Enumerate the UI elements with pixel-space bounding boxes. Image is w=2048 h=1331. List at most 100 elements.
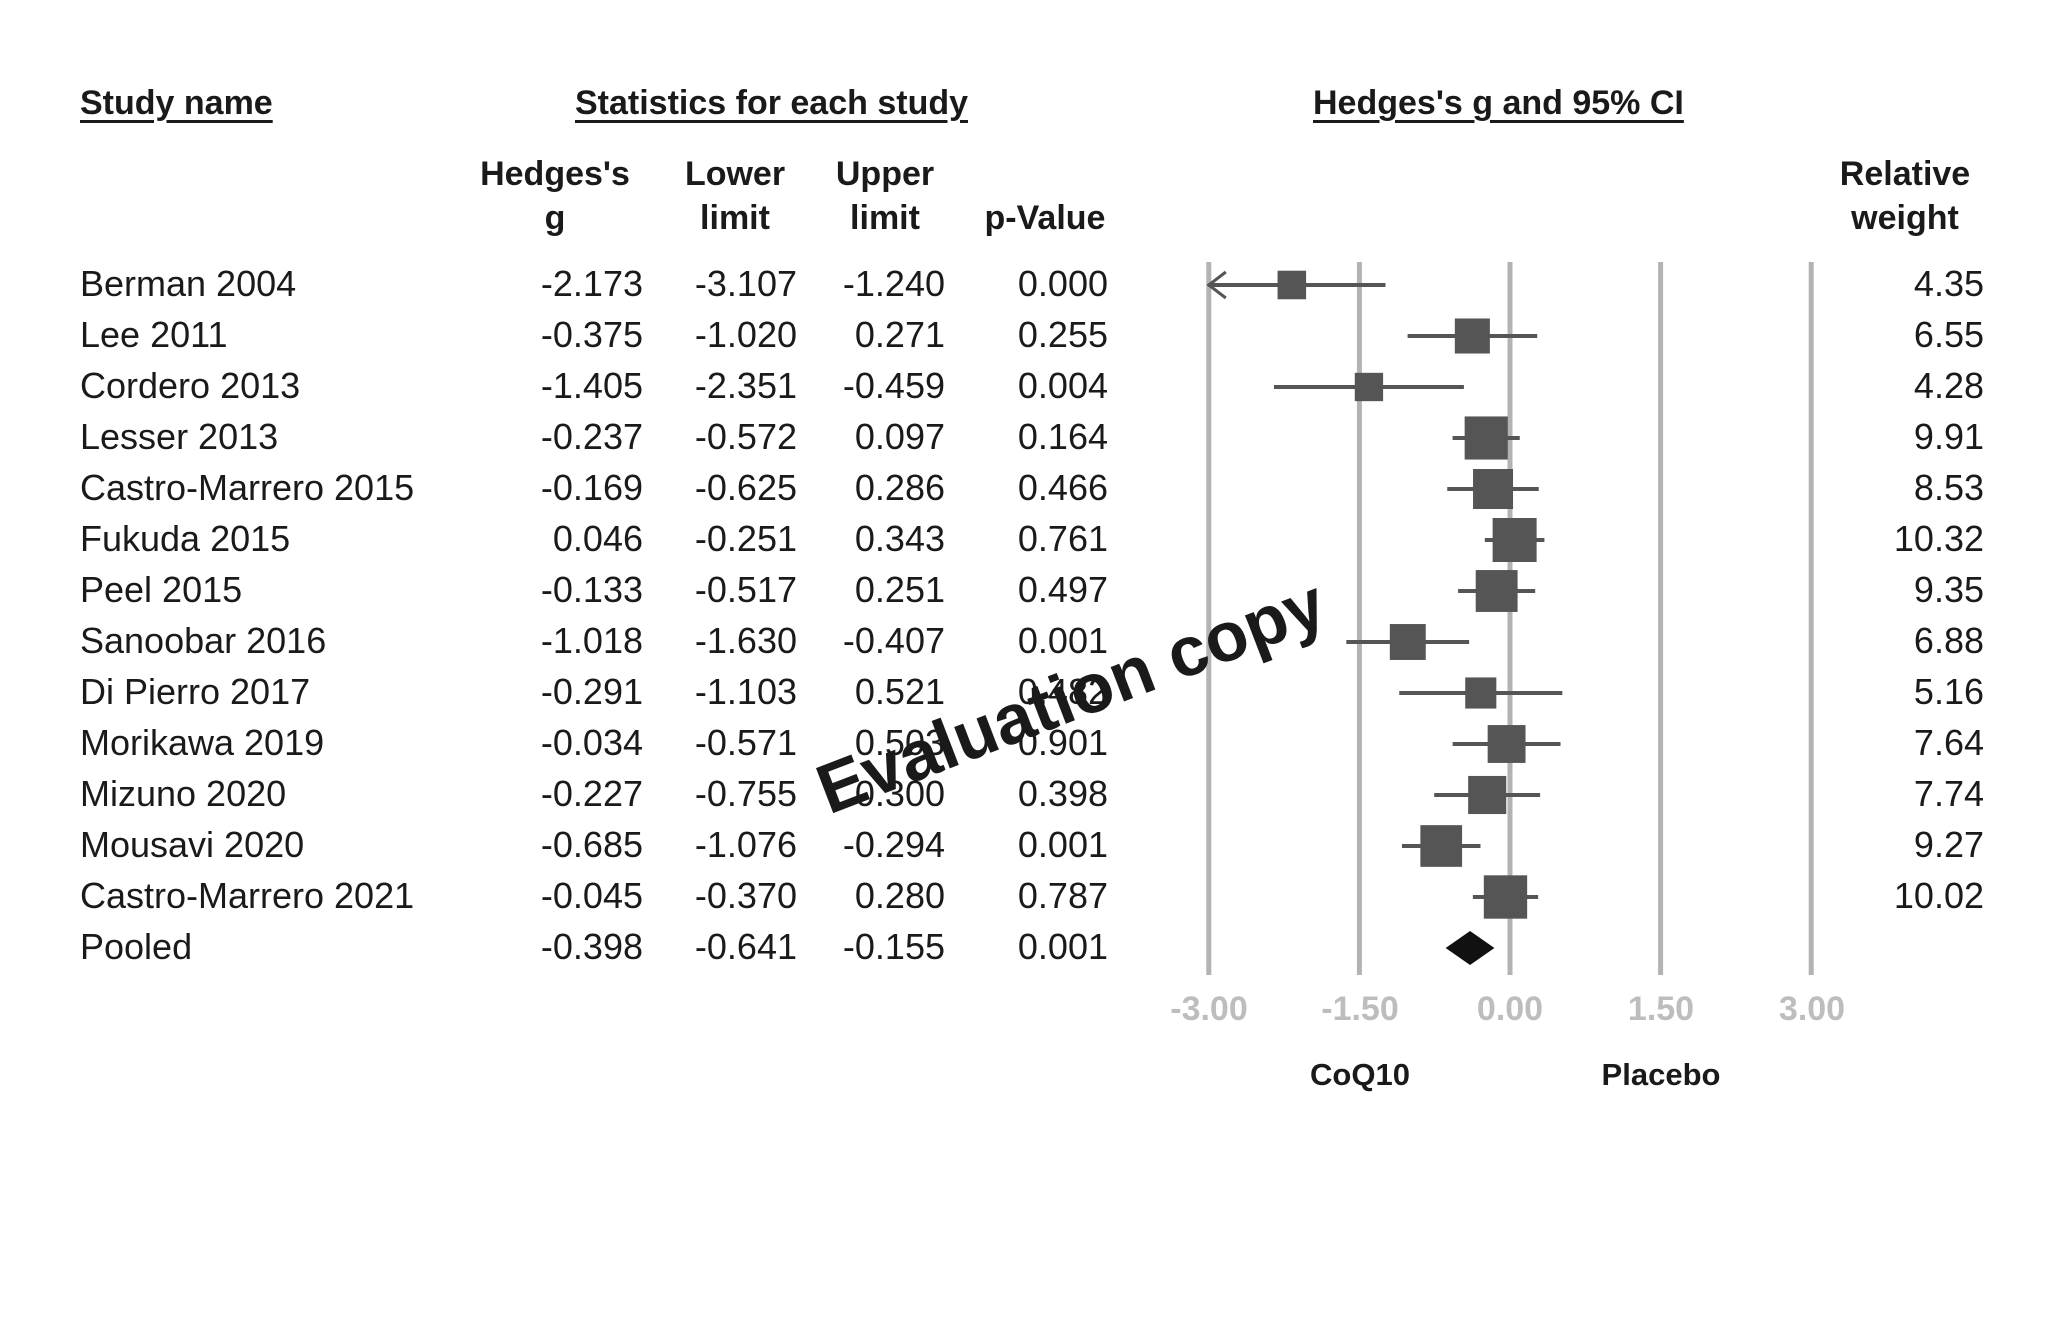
hedges-g-value: -0.685 <box>540 824 643 866</box>
upper-limit-value: 0.286 <box>854 467 945 509</box>
ci-arrow <box>1206 270 1227 300</box>
lower-limit-value: -1.020 <box>694 314 797 356</box>
effect-square <box>1354 372 1384 402</box>
hedges-g-value: -0.034 <box>540 722 643 764</box>
upper-limit-value: 0.343 <box>854 518 945 560</box>
study-name: Berman 2004 <box>80 263 297 305</box>
relative-weight-value: 9.35 <box>1913 569 1984 611</box>
lower-limit-header-line1: Lower <box>684 155 786 193</box>
p-value: 0.001 <box>1017 620 1108 662</box>
upper-limit-value: -0.155 <box>842 926 945 968</box>
upper-limit-value: 0.280 <box>854 875 945 917</box>
hedges-g-value: -0.375 <box>540 314 643 356</box>
p-value: 0.001 <box>1017 824 1108 866</box>
lower-limit-value: -0.755 <box>694 773 797 815</box>
hedges-g-header-line1: Hedges's <box>480 155 630 193</box>
relative-weight-value: 4.35 <box>1913 263 1984 305</box>
upper-limit-header-line2: limit <box>850 199 920 237</box>
study-name: Mousavi 2020 <box>80 824 305 866</box>
upper-limit-value: 0.503 <box>854 722 945 764</box>
study-name: Lesser 2013 <box>80 416 279 458</box>
p-value: 0.255 <box>1017 314 1108 356</box>
lower-limit-value: -0.641 <box>694 926 797 968</box>
favors-coq10-label: CoQ10 <box>1310 1057 1410 1092</box>
study-name-header: Study name <box>80 84 273 122</box>
hedges-g-value: -1.018 <box>540 620 643 662</box>
lower-limit-value: -3.107 <box>694 263 797 305</box>
lower-limit-value: -1.103 <box>694 671 797 713</box>
effect-square <box>1473 468 1514 510</box>
lower-limit-value: -1.630 <box>694 620 797 662</box>
relative-weight-value: 9.27 <box>1913 824 1984 866</box>
study-name: Peel 2015 <box>80 569 243 611</box>
hedges-g-header: Hedges's g <box>455 152 655 240</box>
relative-weight-value: 10.02 <box>1893 875 1984 917</box>
relative-weight-value: 6.88 <box>1913 620 1984 662</box>
x-tick-label: -3.00 <box>1170 990 1248 1028</box>
relative-weight-value: 5.16 <box>1913 671 1984 713</box>
lower-limit-value: -0.572 <box>694 416 797 458</box>
study-name: Fukuda 2015 <box>80 518 291 560</box>
relative-weight-value: 7.64 <box>1913 722 1984 764</box>
relative-weight-value: 7.74 <box>1913 773 1984 815</box>
hedges-g-value: -0.133 <box>540 569 643 611</box>
lower-limit-value: -0.571 <box>694 722 797 764</box>
effect-square <box>1483 875 1528 919</box>
x-tick-label: 3.00 <box>1778 990 1846 1028</box>
p-value: 0.000 <box>1017 263 1108 305</box>
effect-square <box>1277 270 1307 300</box>
study-name: Lee 2011 <box>80 314 228 356</box>
hedges-g-value: 0.046 <box>552 518 643 560</box>
effect-square <box>1468 775 1507 815</box>
p-value: 0.001 <box>1017 926 1108 968</box>
effect-square <box>1492 518 1537 562</box>
p-value: 0.901 <box>1017 722 1108 764</box>
hedges-g-value: -0.237 <box>540 416 643 458</box>
effect-square <box>1465 677 1497 709</box>
study-name: Pooled <box>80 926 193 968</box>
effect-square <box>1389 624 1426 660</box>
relative-weight-value: 9.91 <box>1913 416 1984 458</box>
lower-limit-value: -0.251 <box>694 518 797 560</box>
p-value-header: p-Value <box>984 199 1106 237</box>
hedges-g-value: -0.045 <box>540 875 643 917</box>
p-value: 0.787 <box>1017 875 1108 917</box>
lower-limit-header: Lower limit <box>650 152 820 240</box>
effect-square <box>1454 318 1490 354</box>
effect-square <box>1420 825 1463 867</box>
upper-limit-value: 0.521 <box>854 671 945 713</box>
study-name: Cordero 2013 <box>80 365 301 407</box>
favors-placebo-label: Placebo <box>1601 1057 1721 1092</box>
p-value: 0.004 <box>1017 365 1108 407</box>
relative-weight-value: 10.32 <box>1893 518 1984 560</box>
upper-limit-value: 0.271 <box>854 314 945 356</box>
hedges-g-value: -2.173 <box>540 263 643 305</box>
upper-limit-value: 0.300 <box>854 773 945 815</box>
upper-limit-header-line1: Upper <box>835 155 935 193</box>
effect-square <box>1464 416 1508 460</box>
lower-limit-header-line2: limit <box>700 199 770 237</box>
hedges-g-value: -0.398 <box>540 926 643 968</box>
p-value: 0.466 <box>1017 467 1108 509</box>
p-value: 0.482 <box>1017 671 1108 713</box>
relative-weight-header-line1: Relative <box>1839 155 1971 193</box>
lower-limit-value: -1.076 <box>694 824 797 866</box>
upper-limit-header: Upper limit <box>800 152 970 240</box>
effect-square <box>1487 725 1526 763</box>
pooled-diamond <box>1445 931 1495 965</box>
p-value: 0.497 <box>1017 569 1108 611</box>
relative-weight-header-line2: weight <box>1851 199 1959 237</box>
x-tick-label: 1.50 <box>1627 990 1695 1028</box>
p-value: 0.761 <box>1017 518 1108 560</box>
upper-limit-value: -0.407 <box>842 620 945 662</box>
relative-weight-header: Relative weight <box>1805 152 2005 240</box>
lower-limit-value: -0.517 <box>694 569 797 611</box>
lower-limit-value: -0.625 <box>694 467 797 509</box>
study-name: Castro-Marrero 2021 <box>80 875 415 917</box>
lower-limit-value: -2.351 <box>694 365 797 407</box>
effect-square <box>1475 570 1518 612</box>
upper-limit-value: 0.097 <box>854 416 945 458</box>
study-name: Morikawa 2019 <box>80 722 325 764</box>
hedges-g-value: -1.405 <box>540 365 643 407</box>
